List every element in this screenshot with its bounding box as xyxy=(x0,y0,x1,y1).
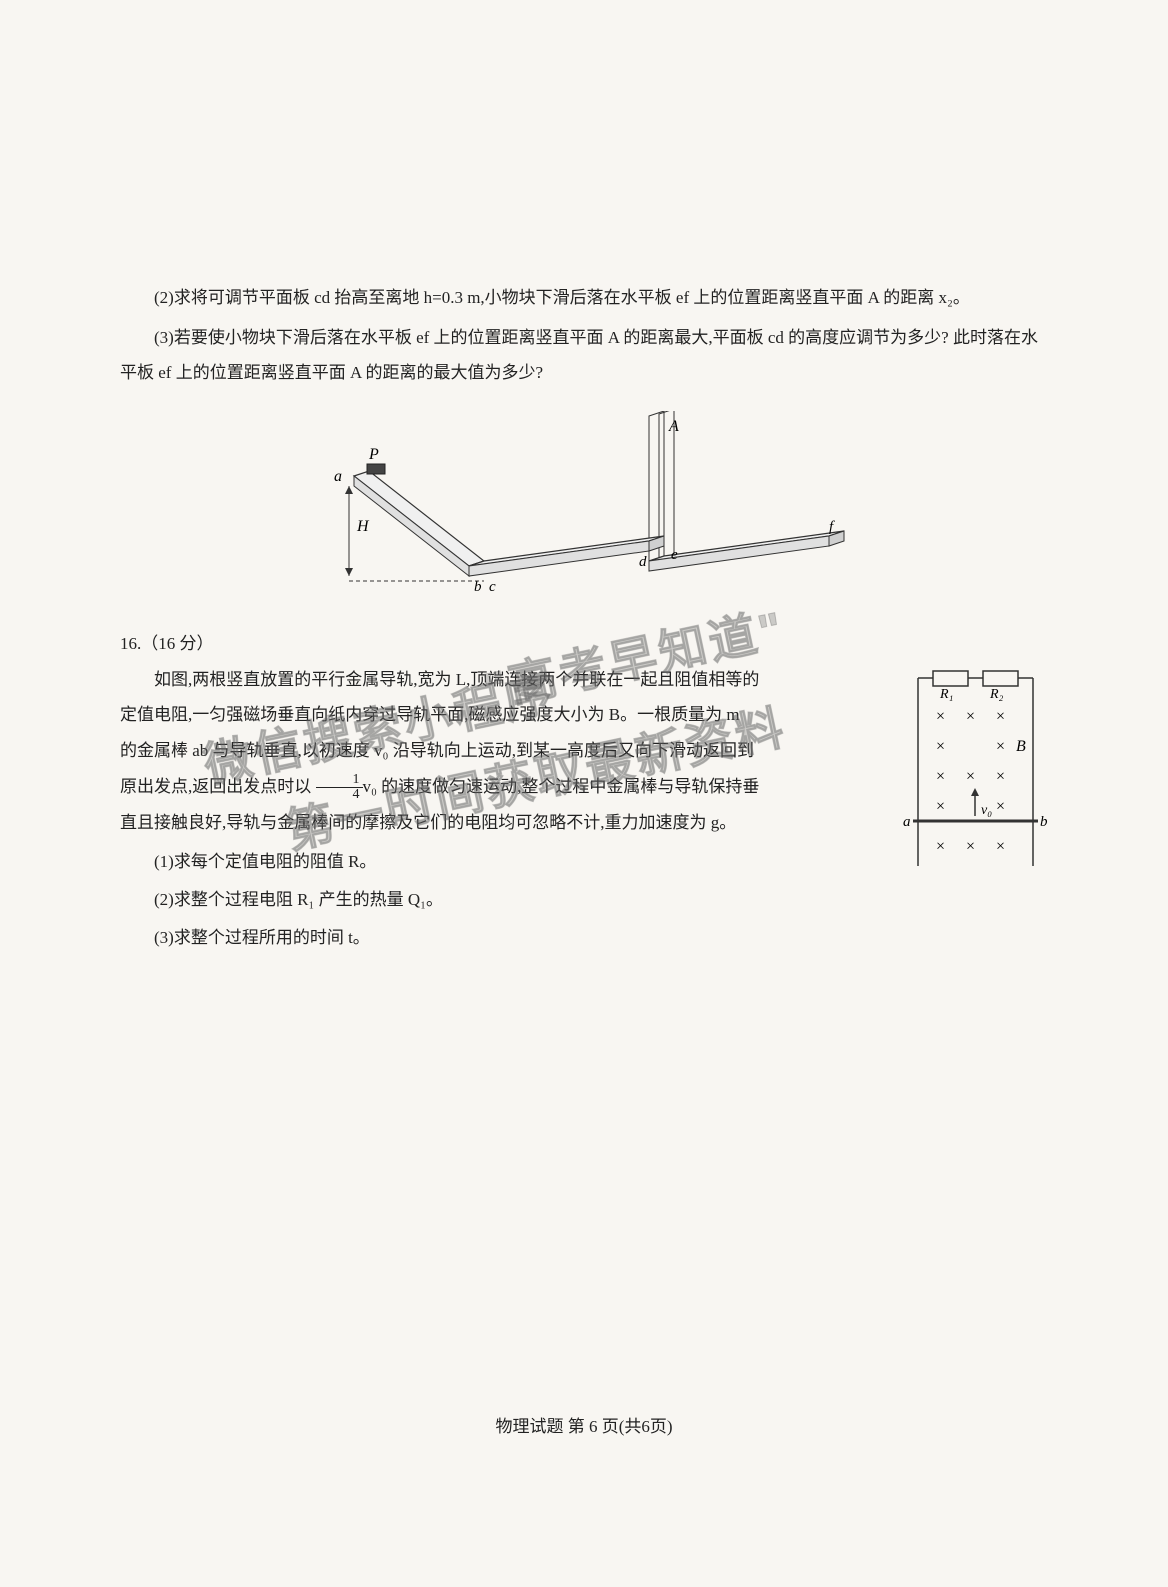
svg-text:×: × xyxy=(936,798,945,815)
svg-text:×: × xyxy=(966,768,975,785)
label-R2: R₂ xyxy=(989,687,1004,702)
svg-text:×: × xyxy=(996,798,1005,815)
page-content: (2)求将可调节平面板 cd 抬高至离地 h=0.3 m,小物块下滑后落在水平板… xyxy=(120,280,1048,955)
p16-body: 如图,两根竖直放置的平行金属导轨,宽为 L,顶端连接两个并联在一起且阻值相等的定… xyxy=(120,662,760,956)
svg-text:×: × xyxy=(966,838,975,855)
p16-header: 16.（16 分） xyxy=(120,626,1048,662)
label-B: B xyxy=(1016,738,1026,755)
question-2: (2)求将可调节平面板 cd 抬高至离地 h=0.3 m,小物块下滑后落在水平板… xyxy=(120,280,1048,316)
label-d: d xyxy=(639,554,647,570)
label-P: P xyxy=(368,446,379,463)
label-R1: R₁ xyxy=(939,687,953,702)
figure-1: A P a H xyxy=(309,411,859,611)
svg-text:×: × xyxy=(936,738,945,755)
label-b2: b xyxy=(1040,814,1048,830)
p16-text: 如图,两根竖直放置的平行金属导轨,宽为 L,顶端连接两个并联在一起且阻值相等的定… xyxy=(120,662,760,840)
label-a2: a xyxy=(903,814,911,830)
svg-text:×: × xyxy=(936,838,945,855)
label-b: b xyxy=(474,579,482,595)
question-3: (3)若要使小物块下滑后落在水平板 ef 上的位置距离竖直平面 A 的距离最大,… xyxy=(120,320,1048,391)
svg-text:×: × xyxy=(936,768,945,785)
figure-1-container: A P a H xyxy=(120,411,1048,611)
label-c: c xyxy=(489,579,496,595)
svg-text:×: × xyxy=(966,708,975,725)
svg-text:×: × xyxy=(936,708,945,725)
svg-text:×: × xyxy=(996,738,1005,755)
svg-text:×: × xyxy=(996,708,1005,725)
page-footer: 物理试题 第 6 页(共6页) xyxy=(0,1412,1168,1437)
label-H: H xyxy=(356,518,370,535)
p16-sq1: (1)求每个定值电阻的阻值 R。 xyxy=(120,844,760,880)
label-a: a xyxy=(334,468,342,485)
label-v0: v₀ xyxy=(981,803,992,818)
figure-2: R₁ R₂ a b × × × xyxy=(903,666,1048,866)
label-e: e xyxy=(671,547,678,563)
svg-text:×: × xyxy=(996,768,1005,785)
label-A: A xyxy=(668,418,679,435)
svg-text:×: × xyxy=(996,838,1005,855)
problem-16: 16.（16 分） 如图,两根竖直放置的平行金属导轨,宽为 L,顶端连接两个并联… xyxy=(120,626,1048,955)
p16-sq3: (3)求整个过程所用的时间 t。 xyxy=(120,920,760,956)
p16-sq2: (2)求整个过程电阻 R₁ 产生的热量 Q₁。 xyxy=(120,882,760,918)
